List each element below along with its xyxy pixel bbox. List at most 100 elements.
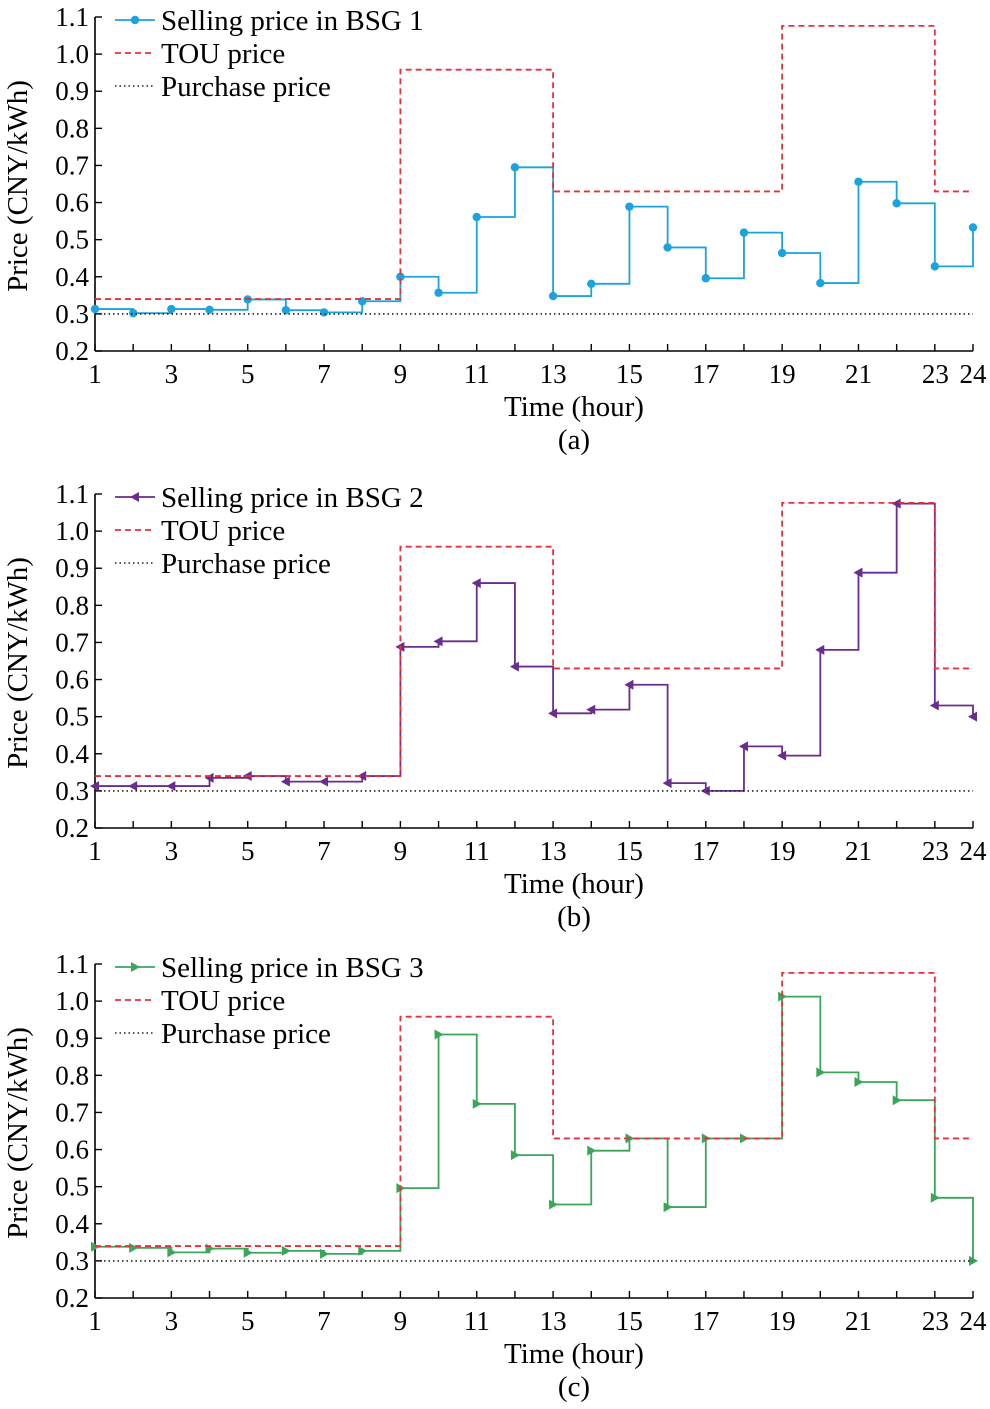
data-point (778, 991, 788, 1002)
x-tick-label: 21 (845, 359, 872, 389)
chart-panel-c: 0.20.30.40.50.60.70.80.91.01.11 3 5 7 9 11 13 1… (2, 949, 987, 1403)
data-point (929, 700, 939, 711)
data-point (968, 711, 977, 722)
y-tick-label: 0.7 (55, 150, 89, 180)
x-tick-label: 9 (394, 1306, 408, 1336)
data-point (701, 274, 710, 283)
x-tick-label: 19 (769, 359, 796, 389)
y-tick-label: 1.1 (55, 479, 89, 509)
legend-item: Selling price in BSG 2 (115, 482, 424, 514)
x-tick-label: 3 (165, 1306, 179, 1336)
data-point (166, 781, 176, 792)
data-point (700, 785, 710, 796)
legend-item: Purchase price (115, 548, 331, 580)
y-tick-label: 0.2 (55, 1283, 89, 1313)
data-point (396, 272, 405, 281)
y-tick-label: 1.0 (55, 39, 89, 69)
y-tick-label: 0.7 (55, 627, 89, 657)
y-axis-title: Price (CNY/kWh) (2, 1027, 34, 1239)
data-point (815, 644, 825, 655)
y-axis-title: Price (CNY/kWh) (2, 80, 34, 292)
x-tick-label: 1 (88, 359, 102, 389)
legend-item: Selling price in BSG 1 (115, 5, 424, 37)
data-point (549, 1199, 559, 1210)
data-point (968, 223, 978, 232)
data-point (777, 750, 787, 761)
data-point (624, 679, 634, 690)
legend-label: Purchase price (161, 1018, 331, 1050)
data-point (892, 199, 901, 208)
data-point (854, 1077, 864, 1088)
data-point (738, 741, 748, 752)
data-point (510, 163, 520, 172)
x-tick-label: 5 (241, 359, 255, 389)
x-tick-label: 1 (88, 836, 102, 866)
x-tick-label: 15 (616, 1306, 643, 1336)
data-point (472, 212, 481, 222)
y-tick-label: 0.6 (55, 188, 89, 218)
x-tick-label: 21 (845, 1306, 872, 1336)
x-tick-label: 19 (769, 836, 796, 866)
data-point (129, 1242, 139, 1253)
data-point (357, 771, 367, 782)
series-1 (95, 972, 973, 1247)
series-1 (95, 502, 973, 777)
legend-label: Purchase price (161, 71, 331, 103)
y-tick-label: 0.9 (55, 553, 89, 583)
x-tick-label: 21 (845, 836, 872, 866)
data-point (969, 1255, 978, 1266)
y-tick-label: 0.5 (55, 1172, 89, 1202)
x-tick-label: 15 (616, 359, 643, 389)
data-point (586, 704, 596, 715)
x-tick-label: 9 (394, 836, 408, 866)
data-point (548, 708, 558, 719)
x-tick-label: 23 (922, 836, 949, 866)
legend-item: TOU price (115, 985, 285, 1017)
x-axis-title: Time (hour) (504, 391, 644, 423)
chart-panel-a: 0.20.30.40.50.60.70.80.91.01.11 3 5 7 9 11 13 1… (2, 2, 987, 456)
x-tick-label: 13 (540, 359, 567, 389)
legend-label: Selling price in BSG 2 (161, 482, 424, 514)
y-tick-label: 0.9 (55, 1023, 89, 1053)
data-point (509, 661, 519, 672)
x-tick-label: 19 (769, 1306, 796, 1336)
y-tick-label: 0.2 (55, 813, 89, 843)
y-tick-label: 0.4 (55, 262, 89, 292)
y-tick-label: 0.3 (55, 776, 89, 806)
legend-label: Selling price in BSG 3 (161, 952, 424, 984)
data-point (471, 578, 481, 589)
selling-price-line (95, 502, 974, 792)
tou-price-line (95, 502, 973, 777)
data-point (434, 288, 443, 297)
data-point (816, 1067, 826, 1078)
data-point (358, 1245, 368, 1256)
legend-item: Purchase price (115, 71, 331, 103)
data-point (167, 304, 176, 314)
x-tick-label: 13 (540, 1306, 567, 1336)
data-point (472, 1098, 482, 1109)
y-tick-label: 0.7 (55, 1097, 89, 1127)
data-point (930, 262, 940, 271)
data-point (891, 498, 901, 509)
data-point (434, 1029, 444, 1040)
legend-label: TOU price (161, 985, 285, 1017)
series-0 (90, 163, 978, 318)
selling-price-line (95, 166, 974, 315)
legend-marker (130, 492, 139, 502)
data-point (281, 305, 291, 315)
y-tick-label: 0.6 (55, 1135, 89, 1165)
x-tick-label: 15 (616, 836, 643, 866)
data-point (854, 177, 863, 186)
legend-label: Selling price in BSG 1 (161, 5, 424, 37)
y-tick-label: 1.0 (55, 986, 89, 1016)
x-tick-label: 24 (960, 1306, 988, 1336)
data-point (662, 778, 672, 789)
y-tick-label: 0.6 (55, 665, 89, 695)
y-tick-label: 1.1 (55, 2, 89, 32)
data-point (777, 248, 787, 258)
data-point (167, 1247, 177, 1258)
data-point (319, 308, 329, 317)
